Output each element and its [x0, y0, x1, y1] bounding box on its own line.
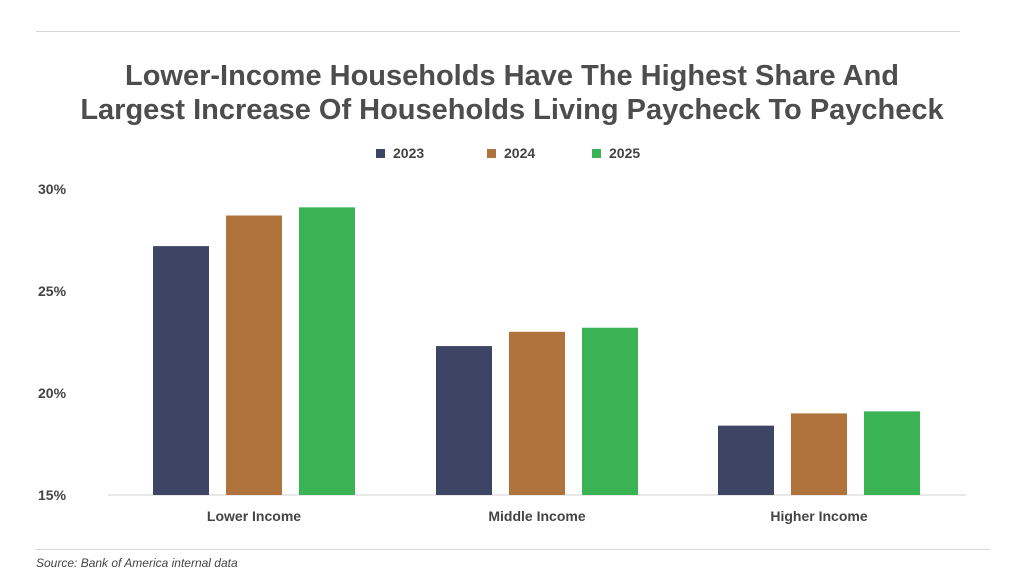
y-tick-label: 30%: [38, 181, 67, 197]
legend-swatch-2025: [592, 149, 601, 158]
bar-2025-lower-income: [299, 207, 355, 496]
source-note: Source: Bank of America internal data: [36, 556, 238, 570]
legend-label-2025: 2025: [609, 145, 640, 161]
bar-2024-higher-income: [791, 413, 847, 495]
y-tick-label: 20%: [38, 385, 67, 401]
top-divider: [36, 31, 960, 32]
bottom-divider: [36, 549, 990, 550]
x-tick-label: Lower Income: [207, 508, 301, 524]
bar-2025-middle-income: [582, 327, 638, 495]
x-tick-label: Middle Income: [488, 508, 585, 524]
bar-2023-lower-income: [153, 246, 209, 495]
bar-2024-middle-income: [509, 331, 565, 495]
y-tick-label: 15%: [38, 487, 67, 503]
bar-2024-lower-income: [226, 215, 282, 495]
bar-2025-higher-income: [864, 411, 920, 495]
chart-title-line-2: Largest Increase Of Households Living Pa…: [80, 94, 944, 126]
chart-title-line-1: Lower-Income Households Have The Highest…: [124, 60, 899, 92]
bar-2023-higher-income: [718, 425, 774, 495]
y-tick-label: 25%: [38, 283, 67, 299]
legend-label-2023: 2023: [393, 145, 424, 161]
bar-2023-middle-income: [436, 346, 492, 495]
x-tick-label: Higher Income: [770, 508, 867, 524]
legend-swatch-2023: [376, 149, 385, 158]
legend-label-2024: 2024: [504, 145, 535, 161]
legend-swatch-2024: [487, 149, 496, 158]
